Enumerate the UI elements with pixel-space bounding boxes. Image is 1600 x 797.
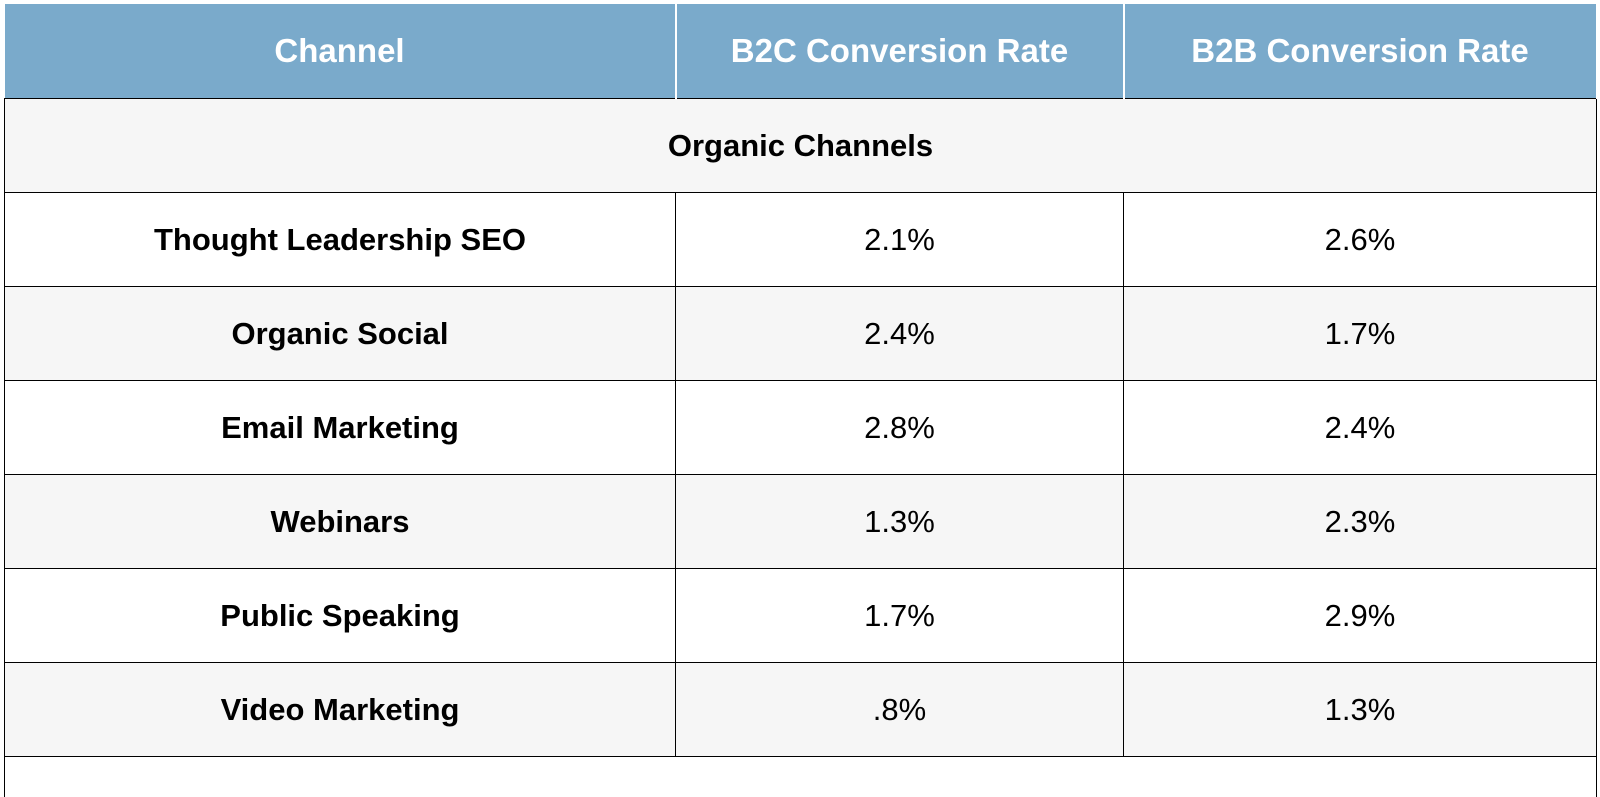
b2b-rate-cell: 2.3% bbox=[1124, 475, 1597, 569]
b2b-rate-cell: 2.4% bbox=[1124, 381, 1597, 475]
b2c-rate-cell: 2.4% bbox=[676, 287, 1124, 381]
b2b-rate-cell: 1.7% bbox=[1124, 287, 1597, 381]
table-body: Organic Channels Thought Leadership SEO … bbox=[5, 99, 1597, 797]
b2c-rate-cell: 1.3% bbox=[676, 475, 1124, 569]
table-row-continuation bbox=[5, 757, 1597, 797]
table-row: Thought Leadership SEO 2.1% 2.6% bbox=[5, 193, 1597, 287]
channel-cell: Public Speaking bbox=[5, 569, 676, 663]
header-channel: Channel bbox=[5, 4, 676, 99]
table-row: Email Marketing 2.8% 2.4% bbox=[5, 381, 1597, 475]
header-b2c-conversion-rate: B2C Conversion Rate bbox=[676, 4, 1124, 99]
table-row: Public Speaking 1.7% 2.9% bbox=[5, 569, 1597, 663]
section-title: Organic Channels bbox=[5, 99, 1597, 193]
b2c-rate-cell: 1.7% bbox=[676, 569, 1124, 663]
table-row: Organic Social 2.4% 1.7% bbox=[5, 287, 1597, 381]
header-b2b-conversion-rate: B2B Conversion Rate bbox=[1124, 4, 1597, 99]
conversion-rate-table: Channel B2C Conversion Rate B2B Conversi… bbox=[4, 4, 1598, 797]
channel-cell: Webinars bbox=[5, 475, 676, 569]
table-row: Video Marketing .8% 1.3% bbox=[5, 663, 1597, 757]
section-row-organic-channels: Organic Channels bbox=[5, 99, 1597, 193]
table-row: Webinars 1.3% 2.3% bbox=[5, 475, 1597, 569]
channel-cell: Thought Leadership SEO bbox=[5, 193, 676, 287]
b2c-rate-cell: 2.1% bbox=[676, 193, 1124, 287]
b2b-rate-cell: 2.9% bbox=[1124, 569, 1597, 663]
table-header: Channel B2C Conversion Rate B2B Conversi… bbox=[5, 4, 1597, 99]
header-row: Channel B2C Conversion Rate B2B Conversi… bbox=[5, 4, 1597, 99]
conversion-rate-table-container: Channel B2C Conversion Rate B2B Conversi… bbox=[4, 4, 1596, 797]
channel-cell: Video Marketing bbox=[5, 663, 676, 757]
b2c-rate-cell: .8% bbox=[676, 663, 1124, 757]
b2b-rate-cell: 2.6% bbox=[1124, 193, 1597, 287]
b2c-rate-cell: 2.8% bbox=[676, 381, 1124, 475]
b2b-rate-cell: 1.3% bbox=[1124, 663, 1597, 757]
channel-cell: Organic Social bbox=[5, 287, 676, 381]
channel-cell: Email Marketing bbox=[5, 381, 676, 475]
continuation-cell bbox=[5, 757, 1597, 797]
